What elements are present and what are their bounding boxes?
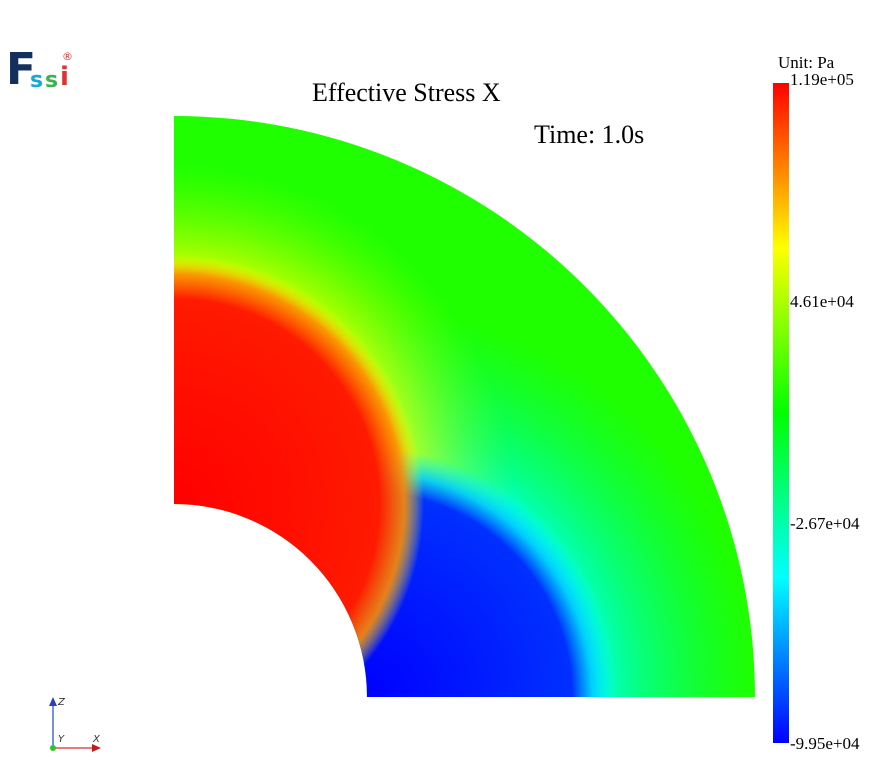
annulus-field — [174, 116, 755, 697]
colorbar-min-label: -9.95e+04 — [790, 734, 860, 753]
axes-triad: Z Y X — [49, 697, 101, 752]
colorbar-max-label: 1.19e+05 — [790, 70, 854, 89]
colorbar-tick-label: -2.67e+04 — [790, 514, 860, 533]
plot-title: Effective Stress X — [312, 78, 501, 107]
colorbar — [773, 83, 789, 743]
time-label: Time: 1.0s — [534, 120, 645, 149]
y-axis-label: Y — [58, 734, 65, 745]
fssi-logo: F s s i ® — [6, 44, 73, 95]
colorbar-tick-label: 4.61e+04 — [790, 292, 854, 311]
z-axis-label: Z — [57, 697, 66, 708]
x-axis-label: X — [92, 734, 101, 745]
colorbar-unit-label: Unit: Pa — [778, 53, 835, 72]
